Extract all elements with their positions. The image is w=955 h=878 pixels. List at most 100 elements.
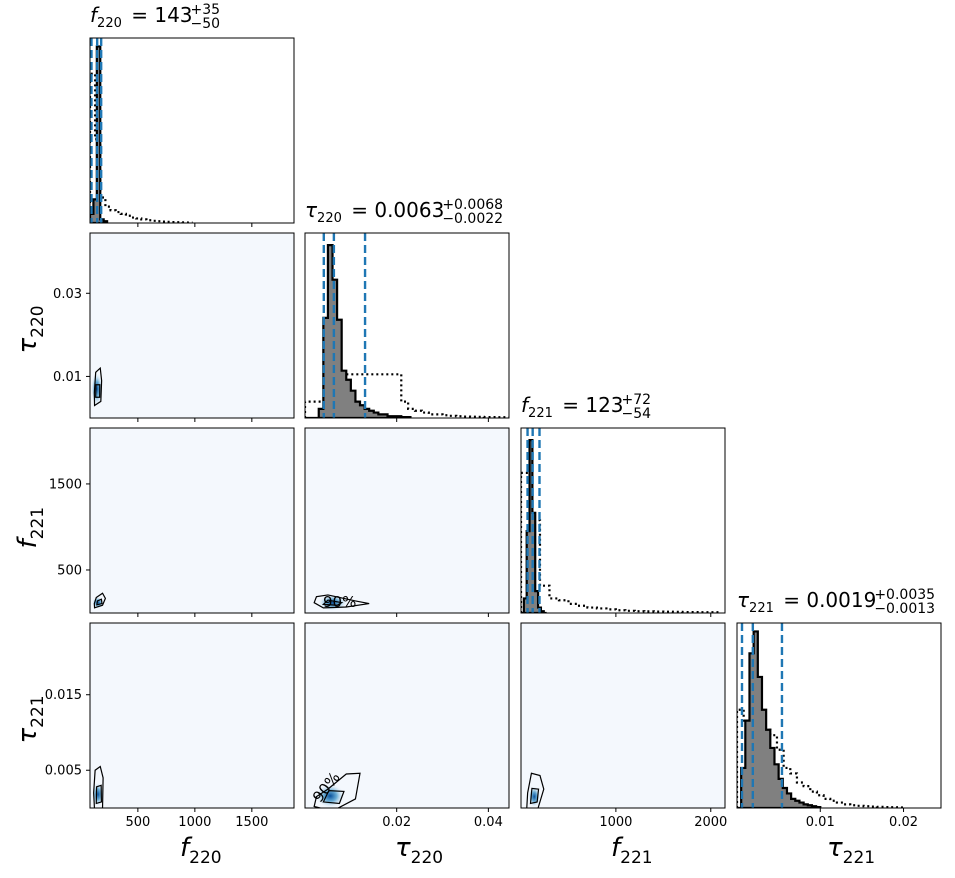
x-axis-label-f_221: f221 — [611, 833, 653, 868]
panel-frame — [89, 232, 295, 419]
panel-tau_221-f_221: 1000 2000 — [520, 622, 727, 830]
density-background — [305, 428, 509, 613]
y-axis-symbol: τ — [13, 728, 43, 744]
x-tick-label: 0.04 — [474, 815, 503, 830]
x-axis-subscript: 221 — [843, 848, 875, 868]
contour-50 — [96, 598, 103, 606]
panel-frame — [736, 622, 942, 809]
y-axis-symbol: τ — [13, 338, 43, 354]
posterior-histogram — [737, 630, 822, 808]
x-axis-symbol: τ — [827, 833, 843, 863]
contour-90 — [313, 772, 361, 808]
x-axis-label-tau_221: τ221 — [827, 833, 875, 868]
contour-90 — [93, 592, 107, 609]
title-subscript: 220 — [317, 211, 342, 226]
posterior-histogram — [90, 45, 109, 223]
y-axis-label-tau_220: τ220 — [13, 305, 48, 353]
title-value: = 0.0063 — [345, 198, 444, 222]
title-f_221: f221 = 123 — [521, 393, 624, 421]
title-symbol: f — [521, 393, 531, 417]
title-upper-error: +0.0068 — [442, 197, 503, 213]
prior-histogram — [521, 471, 721, 613]
density-background — [521, 623, 725, 808]
density-background — [90, 623, 294, 808]
panel-content — [305, 233, 509, 418]
y-axis-label-tau_221: τ221 — [13, 695, 48, 743]
contour-50 — [95, 384, 101, 398]
x-tick-label: 1000 — [599, 815, 632, 830]
x-axis-subscript: 220 — [411, 848, 443, 868]
panel-f_221-tau_220: 90% — [304, 427, 510, 617]
panel-content — [90, 428, 294, 613]
panel-frame — [520, 622, 726, 809]
density-background — [305, 623, 509, 808]
x-tick-label: 1000 — [178, 815, 211, 830]
posterior-histogram — [305, 244, 412, 418]
contour-90 — [93, 765, 104, 808]
title-tau_220: τ220 = 0.0063 — [305, 198, 444, 226]
panel-content — [521, 428, 721, 613]
title-subscript: 221 — [749, 601, 774, 616]
title-subscript: 221 — [528, 406, 553, 421]
x-axis-symbol: τ — [395, 833, 411, 863]
title-value: = 0.0019 — [777, 588, 876, 612]
title-symbol: τ — [737, 588, 750, 612]
panel-frame — [304, 622, 510, 809]
x-axis-subscript: 221 — [620, 848, 652, 868]
x-axis-label-f_220: f220 — [180, 833, 222, 868]
x-tick-label: 0.01 — [806, 815, 835, 830]
y-axis-subscript: 220 — [28, 305, 48, 337]
title-symbol: f — [90, 3, 100, 27]
y-tick-label: 0.01 — [53, 370, 82, 385]
panel-f_221-f_221 — [520, 427, 726, 617]
contour-50 — [529, 787, 540, 805]
contour-label-90: 90% — [323, 593, 356, 611]
panel-tau_220-f_220: 0.01 0.03 — [53, 232, 295, 422]
title-upper-error: +72 — [622, 392, 652, 408]
x-tick-label: 0.02 — [889, 815, 918, 830]
contour-90 — [313, 594, 370, 609]
panel-content — [521, 623, 725, 808]
x-axis-subscript: 220 — [189, 848, 221, 868]
panel-content: 90% — [305, 428, 509, 613]
y-tick-label: 500 — [57, 563, 82, 578]
prior-histogram — [90, 72, 193, 223]
x-axis-label-tau_220: τ220 — [395, 833, 443, 868]
y-tick-label: 0.015 — [45, 688, 82, 703]
title-tau_221: τ221 = 0.0019 — [737, 588, 876, 616]
contour-50 — [95, 784, 103, 805]
panel-frame — [304, 232, 510, 419]
y-axis-subscript: 221 — [28, 507, 48, 539]
y-tick-label: 0.03 — [53, 287, 82, 302]
title-value: = 123 — [556, 393, 624, 417]
density-background — [90, 428, 294, 613]
title-lower-error: −0.0013 — [874, 601, 935, 617]
y-tick-label: 1500 — [49, 477, 82, 492]
density-background — [90, 233, 294, 418]
panel-content — [90, 38, 193, 223]
title-value: = 143 — [125, 3, 193, 27]
title-upper-error: +0.0035 — [874, 587, 935, 603]
panel-f_221-f_220: 500 1500 — [49, 427, 295, 617]
panel-frame — [89, 427, 295, 614]
panel-frame — [520, 427, 726, 614]
contour-90 — [526, 772, 545, 808]
panel-f_220-f_220 — [89, 37, 295, 227]
panel-tau_220-tau_220 — [304, 232, 510, 422]
panel-content — [90, 623, 294, 808]
title-f_220: f220 = 143 — [90, 3, 193, 31]
panels-group: 0.01 0.03 500 1500 90% 500 1000 1500 0.005 0.015 9… — [45, 37, 942, 830]
title-lower-error: −50 — [191, 16, 221, 32]
panel-tau_221-tau_221: 0.01 0.02 — [736, 622, 942, 830]
contour-50 — [321, 599, 344, 606]
panel-content — [737, 623, 904, 808]
contour-50 — [322, 790, 345, 805]
title-lower-error: −0.0022 — [442, 211, 503, 227]
title-upper-error: +35 — [191, 2, 221, 18]
panel-frame — [89, 622, 295, 809]
title-symbol: τ — [305, 198, 318, 222]
